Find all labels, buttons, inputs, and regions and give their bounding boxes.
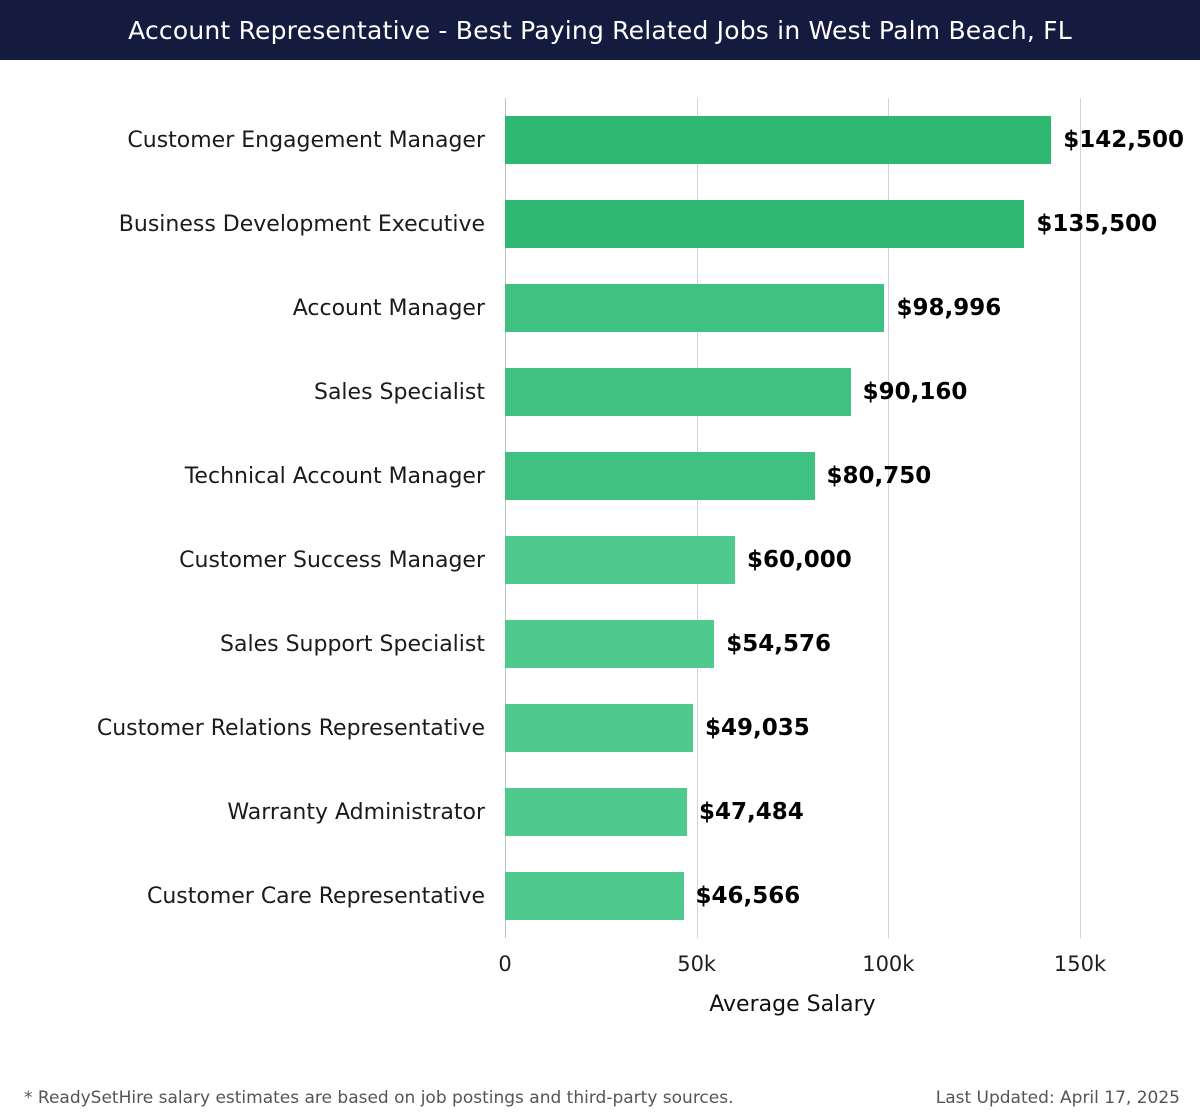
bar-label: Customer Care Representative <box>146 883 485 909</box>
bar <box>505 200 1025 248</box>
chart-row: Technical Account Manager $80,750 <box>0 434 1200 518</box>
footer: * ReadySetHire salary estimates are base… <box>0 1088 1200 1108</box>
bar-rows: Customer Engagement Manager $142,500 Busin… <box>0 98 1200 938</box>
bar <box>505 452 815 500</box>
bar-value-label: $80,750 <box>826 463 932 489</box>
bar-track: $54,576 <box>505 602 1080 686</box>
bar-value-label: $47,484 <box>699 799 804 825</box>
bar-label: Customer Relations Representative <box>96 715 485 741</box>
bar <box>505 620 715 668</box>
x-axis-ticks: 0 50k 100k 150k <box>498 938 1106 982</box>
bar-value-label: $98,996 <box>896 295 1002 321</box>
chart-row: Customer Engagement Manager $142,500 <box>0 98 1200 182</box>
bar-track: $47,484 <box>505 770 1080 854</box>
bar-track: $142,500 <box>505 98 1184 182</box>
bar-label: Sales Specialist <box>313 379 485 405</box>
x-tick-label: 0 <box>498 952 512 976</box>
chart-row: Customer Care Representative $46,566 <box>0 854 1200 938</box>
bar <box>505 284 885 332</box>
chart-row: Business Development Executive $135,500 <box>0 182 1200 266</box>
plot-area: Customer Engagement Manager $142,500 Busin… <box>0 98 1200 1017</box>
bar-label: Sales Support Specialist <box>220 631 485 657</box>
title-bar: Account Representative - Best Paying Rel… <box>0 0 1200 60</box>
bar <box>505 368 851 416</box>
bar-label: Customer Success Manager <box>179 547 485 573</box>
bar-track: $49,035 <box>505 686 1080 770</box>
footer-last-updated: Last Updated: April 17, 2025 <box>935 1088 1180 1108</box>
bar-label: Customer Engagement Manager <box>127 127 485 153</box>
bar-label: Business Development Executive <box>118 211 485 237</box>
x-tick-label: 50k <box>677 952 717 976</box>
bar-track: $46,566 <box>505 854 1080 938</box>
chart-row: Account Manager $98,996 <box>0 266 1200 350</box>
bar-label: Technical Account Manager <box>184 463 485 489</box>
chart-row: Customer Relations Representative $49,035 <box>0 686 1200 770</box>
bar-track: $135,500 <box>505 182 1157 266</box>
bar-value-label: $49,035 <box>704 715 810 741</box>
bar-track: $80,750 <box>505 434 1080 518</box>
bar-value-label: $90,160 <box>862 379 968 405</box>
bar-label: Account Manager <box>292 295 485 321</box>
bar-value-label: $60,000 <box>747 547 852 573</box>
bar-label: Warranty Administrator <box>227 799 485 825</box>
bar-value-label: $54,576 <box>726 631 831 657</box>
bar <box>505 536 735 584</box>
bar-value-label: $46,566 <box>695 883 801 909</box>
x-axis-title: Average Salary <box>709 992 876 1017</box>
x-tick-label: 100k <box>862 952 915 976</box>
bar-value-label: $135,500 <box>1036 211 1158 237</box>
chart-row: Customer Success Manager $60,000 <box>0 518 1200 602</box>
bar <box>505 116 1052 164</box>
chart-row: Sales Support Specialist $54,576 <box>0 602 1200 686</box>
chart-row: Sales Specialist $90,160 <box>0 350 1200 434</box>
bar-track: $98,996 <box>505 266 1080 350</box>
bar-value-label: $142,500 <box>1063 127 1185 153</box>
footer-note: * ReadySetHire salary estimates are base… <box>24 1088 734 1108</box>
bar <box>505 872 684 920</box>
page-title: Account Representative - Best Paying Rel… <box>128 15 1072 45</box>
bar <box>505 788 688 836</box>
bar <box>505 704 693 752</box>
chart-row: Warranty Administrator $47,484 <box>0 770 1200 854</box>
bar-track: $60,000 <box>505 518 1080 602</box>
x-tick-label: 150k <box>1053 952 1107 976</box>
bar-track: $90,160 <box>505 350 1080 434</box>
